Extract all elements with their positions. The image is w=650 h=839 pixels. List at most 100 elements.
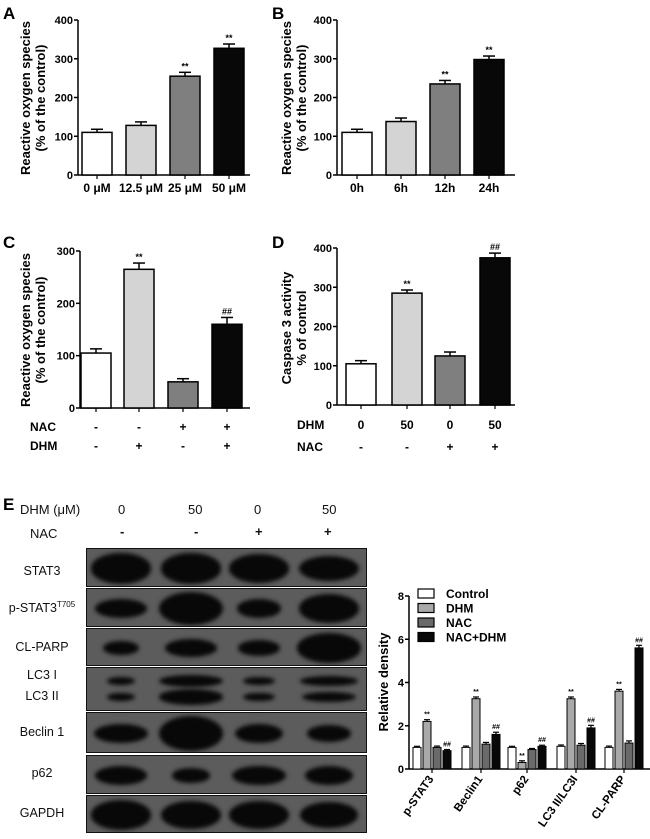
bar-2 (385, 120, 417, 176)
condition-value: - (405, 440, 409, 454)
blot-nac-lane-3: + (255, 524, 263, 539)
x-tick-label: 12.5 μM (119, 181, 163, 195)
blot-row-label-pstat3: p-STAT3T705 (0, 600, 84, 615)
y-axis-label: Relative density (376, 632, 391, 732)
legend-swatch (417, 617, 435, 628)
x-tick-label: 25 μM (168, 181, 202, 195)
protein-band (160, 801, 222, 829)
x-tick-label: p-STAT3 (400, 774, 436, 818)
bar-nac-dhm (586, 727, 596, 770)
blot-dhm-label: DHM (μM) (20, 502, 81, 517)
significance-mark: ** (519, 753, 525, 760)
significance-mark: ** (616, 681, 622, 688)
protein-band (306, 725, 352, 742)
legend-label: DHM (446, 602, 473, 616)
significance-mark: ## (222, 306, 232, 316)
blot-row-label-lc3-ii: LC3 II (25, 689, 59, 703)
significance-mark: ** (181, 61, 189, 71)
y-tick-label: 100 (55, 131, 73, 143)
condition-value: + (491, 440, 498, 454)
protein-band (159, 592, 223, 625)
blot-nac-lane-2: - (194, 524, 199, 539)
significance-mark: ** (135, 252, 143, 262)
significance-mark: ** (403, 279, 411, 289)
blot-row-label-stat3: STAT3 (23, 564, 61, 578)
blot-row-label-p62: p62 (31, 766, 53, 780)
bar-control (604, 746, 614, 770)
bar-dhm (566, 698, 576, 770)
panel-label: C (3, 233, 15, 252)
bar-2 (123, 268, 155, 409)
blot-strip-1 (86, 548, 367, 587)
bar-1 (341, 131, 373, 176)
y-tick-label: 200 (314, 93, 332, 105)
y-axis-label: Reactive oxygen species (18, 21, 33, 175)
protein-band (298, 555, 360, 582)
y-axis-label: Caspase 3 activity (279, 271, 294, 385)
condition-value: 50 (488, 418, 502, 432)
significance-mark: ** (568, 689, 574, 696)
protein-band (236, 599, 282, 618)
bar-nac-dhm (491, 733, 501, 770)
x-tick-label: 0 μM (83, 181, 110, 195)
bar-2 (391, 292, 423, 406)
significance-mark: ** (441, 69, 449, 79)
bar-1 (81, 131, 113, 176)
protein-band (297, 633, 361, 663)
y-tick-label: 300 (314, 282, 332, 294)
protein-band (159, 689, 223, 705)
bar-dhm (517, 762, 527, 770)
bar-1 (80, 352, 112, 409)
y-tick-label: 2 (398, 721, 404, 733)
significance-mark: ## (587, 717, 595, 724)
condition-value: + (223, 420, 230, 434)
blot-dhm-lane-2: 50 (188, 502, 203, 517)
protein-band (103, 641, 139, 655)
y-axis-label: (% of the control) (33, 45, 48, 152)
bar-dhm (422, 720, 432, 770)
blot-dhm-lane-1: 0 (118, 502, 126, 517)
bar-control (461, 746, 471, 770)
bar-control (412, 746, 422, 770)
legend-swatch (417, 588, 435, 599)
blot-strip-7 (86, 795, 367, 833)
condition-value: - (94, 439, 98, 453)
y-tick-label: 300 (55, 54, 73, 66)
condition-value: + (223, 439, 230, 453)
condition-value: 50 (400, 418, 414, 432)
protein-band (93, 723, 149, 744)
protein-band (305, 766, 353, 785)
bar-nac (624, 742, 634, 770)
legend-swatch (417, 602, 435, 614)
condition-value: - (359, 440, 363, 454)
panel-label: D (272, 233, 284, 252)
condition-value: 0 (447, 418, 454, 432)
protein-band (95, 766, 147, 785)
bar-4 (473, 58, 505, 176)
y-tick-label: 4 (398, 678, 405, 690)
condition-label: DHM (297, 418, 324, 432)
condition-value: - (181, 439, 185, 453)
bar-1 (345, 363, 377, 406)
protein-band (235, 723, 283, 744)
bar-3 (167, 381, 199, 409)
condition-value: + (446, 440, 453, 454)
y-tick-label: 300 (314, 54, 332, 66)
protein-band (160, 553, 222, 584)
panel-label: E (3, 495, 14, 514)
x-tick-label: 50 μM (212, 181, 246, 195)
bar-3 (429, 83, 461, 176)
protein-band (171, 768, 211, 783)
blot-dhm-lane-4: 50 (322, 502, 337, 517)
bar-nac-dhm (537, 745, 547, 770)
protein-band (301, 691, 357, 703)
condition-value: - (137, 420, 141, 434)
condition-value: + (179, 420, 186, 434)
condition-value: 0 (358, 418, 365, 432)
significance-mark: ## (635, 637, 643, 644)
y-tick-label: 400 (314, 15, 332, 27)
x-tick-label: p62 (510, 774, 531, 797)
significance-mark: ** (424, 712, 430, 719)
bar-control (507, 746, 517, 770)
bar-nac (481, 743, 491, 770)
